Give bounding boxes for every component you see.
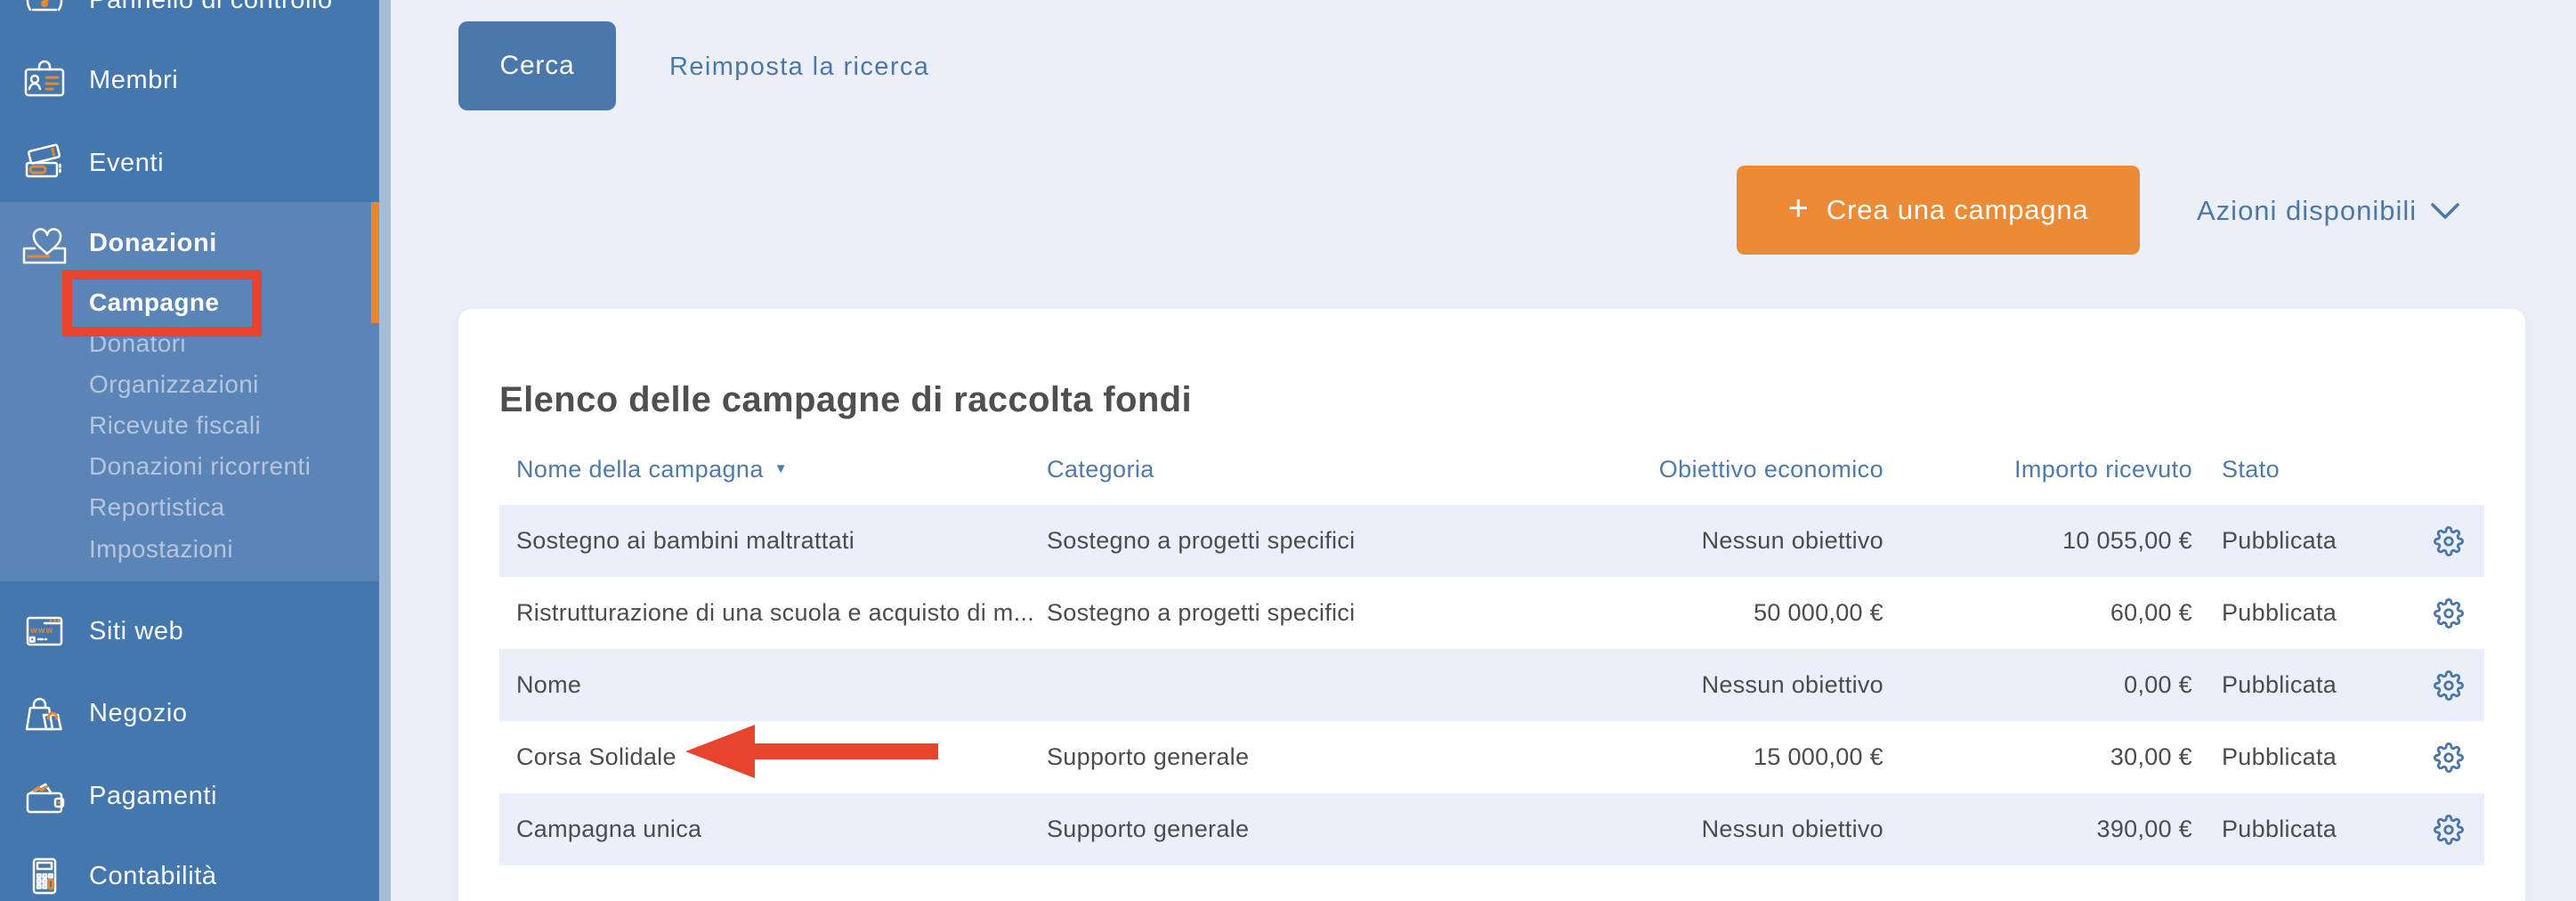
cell-category: Supporto generale bbox=[1047, 816, 1250, 842]
sidebar-subitem-campaigns[interactable]: Campagne bbox=[89, 282, 219, 323]
sidebar-item-events[interactable]: Eventi bbox=[0, 122, 379, 204]
table-body: Sostegno ai bambini maltrattati Sostegno… bbox=[499, 505, 2484, 865]
table-row[interactable]: Nome Nessun obiettivo 0,00 € Pubblicata bbox=[499, 649, 2484, 721]
cell-received: 0,00 € bbox=[2124, 671, 2192, 698]
sidebar-item-label: Pagamenti bbox=[89, 781, 218, 810]
shopping-bag-icon bbox=[25, 697, 62, 731]
cell-campaign-name: Corsa Solidale bbox=[516, 743, 676, 770]
tickets-icon bbox=[25, 143, 61, 178]
cell-received: 390,00 € bbox=[2096, 816, 2192, 842]
cell-status: Pubblicata bbox=[2222, 599, 2337, 626]
column-header-received[interactable]: Importo ricevuto bbox=[2014, 455, 2192, 483]
sidebar-item-websites[interactable]: www Siti web bbox=[0, 590, 379, 672]
subitem-label: Campagne bbox=[89, 288, 220, 316]
sidebar-active-accent-bar bbox=[371, 202, 379, 323]
subitem-label: Donatori bbox=[89, 329, 187, 357]
reset-search-link[interactable]: Reimposta la ricerca bbox=[669, 53, 930, 81]
sidebar-subitem-reporting[interactable]: Reportistica bbox=[89, 487, 225, 528]
sidebar-subitem-tax-receipts[interactable]: Ricevute fiscali bbox=[89, 405, 261, 446]
cell-goal: 50 000,00 € bbox=[1754, 599, 1883, 626]
available-actions-dropdown[interactable]: Azioni disponibili bbox=[2197, 195, 2459, 227]
sidebar-item-donations[interactable]: Donazioni bbox=[0, 202, 379, 284]
header-label: Nome della campagna bbox=[516, 455, 764, 483]
cell-status: Pubblicata bbox=[2222, 527, 2337, 554]
cell-goal: 15 000,00 € bbox=[1754, 743, 1883, 770]
gear-icon[interactable] bbox=[2434, 597, 2464, 629]
campaign-table: Nome della campagna ▼ Categoria Obiettiv… bbox=[499, 434, 2484, 865]
campaign-list-card: Elenco delle campagne di raccolta fondi … bbox=[458, 309, 2525, 901]
column-header-status[interactable]: Stato bbox=[2222, 455, 2280, 483]
sidebar-scrollbar[interactable] bbox=[379, 0, 391, 901]
table-row[interactable]: Sostegno ai bambini maltrattati Sostegno… bbox=[499, 505, 2484, 577]
sidebar-subitem-settings[interactable]: Impostazioni bbox=[89, 529, 233, 570]
search-button[interactable]: Cerca bbox=[458, 21, 616, 110]
cell-campaign-name: Nome bbox=[516, 671, 582, 698]
cell-category: Sostegno a progetti specifici bbox=[1047, 527, 1356, 554]
cell-received: 60,00 € bbox=[2110, 599, 2192, 626]
card-title: Elenco delle campagne di raccolta fondi bbox=[499, 379, 1193, 419]
cell-status: Pubblicata bbox=[2222, 671, 2337, 698]
column-header-name[interactable]: Nome della campagna ▼ bbox=[499, 456, 1047, 483]
table-row[interactable]: Corsa Solidale Supporto generale 15 000,… bbox=[499, 721, 2484, 793]
wallet-icon bbox=[26, 783, 65, 814]
svg-text:www: www bbox=[29, 626, 53, 636]
sidebar-item-label: Donazioni bbox=[89, 228, 217, 257]
subitem-label: Donazioni ricorrenti bbox=[89, 452, 312, 480]
cell-status: Pubblicata bbox=[2222, 743, 2337, 770]
subitem-label: Impostazioni bbox=[89, 535, 233, 563]
sidebar-item-label: Contabilità bbox=[89, 861, 217, 890]
donation-heart-icon bbox=[22, 228, 67, 264]
sort-desc-icon: ▼ bbox=[774, 460, 789, 476]
sidebar-subitem-organizations[interactable]: Organizzazioni bbox=[89, 364, 259, 405]
cell-category: Supporto generale bbox=[1047, 743, 1250, 770]
sidebar-item-shop[interactable]: Negozio bbox=[0, 672, 379, 754]
gear-icon[interactable] bbox=[2434, 525, 2464, 556]
sidebar-item-payments[interactable]: Pagamenti bbox=[0, 755, 379, 837]
gear-icon[interactable] bbox=[2434, 814, 2464, 845]
calculator-icon bbox=[32, 857, 57, 895]
sidebar-subitem-donors[interactable]: Donatori bbox=[89, 323, 186, 364]
sidebar-item-label: Eventi bbox=[89, 148, 165, 177]
cell-goal: Nessun obiettivo bbox=[1701, 671, 1883, 698]
gear-icon[interactable] bbox=[2434, 670, 2464, 701]
sidebar-item-label: Negozio bbox=[89, 698, 188, 727]
sidebar-item-label: Membri bbox=[89, 65, 179, 94]
sidebar-item-members[interactable]: Membri bbox=[0, 39, 379, 121]
browser-icon: www bbox=[26, 616, 63, 646]
cell-received: 10 055,00 € bbox=[2062, 527, 2192, 554]
subitem-label: Organizzazioni bbox=[89, 370, 259, 398]
create-campaign-label: Crea una campagna bbox=[1826, 194, 2089, 225]
column-header-goal[interactable]: Obiettivo economico bbox=[1658, 455, 1883, 483]
plus-icon: + bbox=[1787, 189, 1809, 228]
sidebar-item-label: Pannello di controllo bbox=[89, 0, 333, 41]
cell-status: Pubblicata bbox=[2222, 816, 2337, 842]
sidebar-item-accounting[interactable]: Contabilità bbox=[0, 835, 379, 901]
sidebar-subitem-recurring-donations[interactable]: Donazioni ricorrenti bbox=[89, 446, 311, 487]
cell-category: Sostegno a progetti specifici bbox=[1047, 599, 1356, 626]
gauge-icon bbox=[26, 0, 63, 12]
column-header-category[interactable]: Categoria bbox=[1047, 455, 1154, 483]
cell-received: 30,00 € bbox=[2110, 743, 2192, 770]
subitem-label: Ricevute fiscali bbox=[89, 411, 262, 439]
sidebar: Pannello di controllo Membri bbox=[0, 0, 379, 901]
table-row[interactable]: Ristrutturazione di una scuola e acquist… bbox=[499, 577, 2484, 649]
subitem-label: Reportistica bbox=[89, 493, 225, 521]
cell-campaign-name: Campagna unica bbox=[516, 816, 702, 842]
table-header-row: Nome della campagna ▼ Categoria Obiettiv… bbox=[499, 434, 2484, 505]
chevron-down-icon bbox=[2431, 202, 2459, 219]
table-row[interactable]: Campagna unica Supporto generale Nessun … bbox=[499, 793, 2484, 865]
available-actions-label: Azioni disponibili bbox=[2197, 195, 2418, 226]
cell-goal: Nessun obiettivo bbox=[1701, 816, 1883, 842]
cell-goal: Nessun obiettivo bbox=[1701, 527, 1883, 554]
sidebar-item-label: Siti web bbox=[89, 616, 184, 645]
create-campaign-button[interactable]: + Crea una campagna bbox=[1737, 166, 2140, 255]
id-card-icon bbox=[24, 60, 65, 97]
cell-campaign-name: Sostegno ai bambini maltrattati bbox=[516, 527, 855, 554]
sidebar-active-section-background bbox=[0, 202, 379, 581]
gear-icon[interactable] bbox=[2434, 742, 2464, 773]
cell-campaign-name: Ristrutturazione di una scuola e acquist… bbox=[516, 599, 1034, 626]
sidebar-item-dashboard[interactable]: Pannello di controllo bbox=[0, 0, 379, 41]
